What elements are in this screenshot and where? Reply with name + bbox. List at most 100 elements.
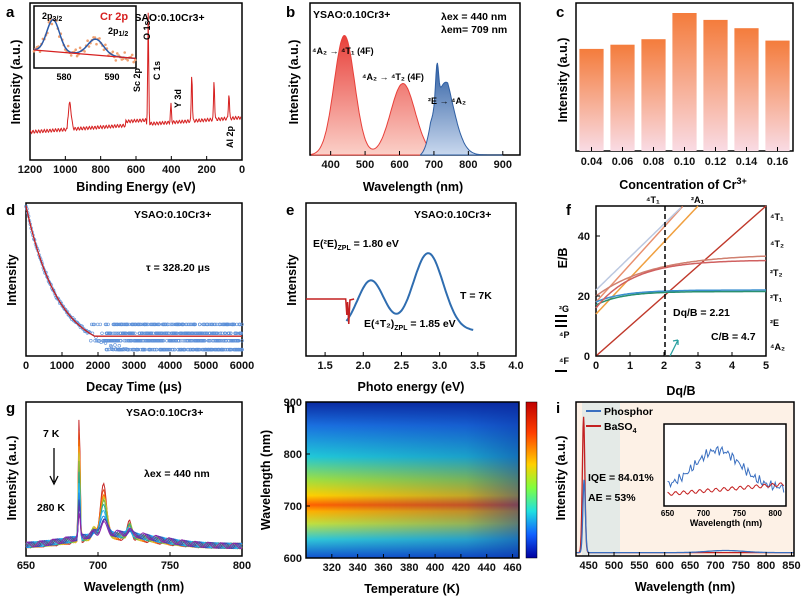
panel-d-point	[212, 331, 217, 335]
panel-d-point	[198, 322, 202, 327]
panel-d-point	[113, 343, 117, 347]
panel-f-tick: 1	[627, 360, 633, 372]
panel-a-inset-tick-590: 590	[104, 72, 119, 82]
panel-f-left-4f: ⁴F	[559, 356, 569, 366]
panel-d-tick: 1000	[50, 360, 74, 372]
panel-h-tick: 420	[452, 562, 470, 574]
panel-d-point	[139, 322, 143, 327]
panel-e-tick: 3.5	[470, 360, 485, 372]
panel-h-tick: 340	[348, 562, 366, 574]
panel-g-xticks: 650 700 750 800	[17, 552, 251, 572]
panel-d-point	[105, 347, 109, 352]
panel-f-frame	[595, 205, 767, 357]
panel-f-left-brackets	[555, 315, 567, 372]
panel-a-spectrum	[29, 12, 242, 135]
panel-b-param-em: λem= 709 nm	[441, 24, 507, 36]
panel-c-bar	[672, 13, 697, 151]
panel-i-inset-frame	[663, 423, 787, 507]
panel-e-tick: 1.5	[317, 360, 332, 372]
panel-f-curve-2t2	[595, 255, 767, 297]
panel-a-inset-point	[74, 48, 77, 51]
panel-f-ytick: 40	[578, 231, 590, 243]
panel-label-b: b	[286, 4, 295, 21]
panel-a-inset-point	[69, 54, 73, 57]
panel-a-inset-point	[75, 54, 79, 58]
panel-i-inset-phosphor	[667, 445, 785, 493]
panel-c-xlabel: Concentration of Cr3+	[619, 176, 747, 192]
panel-f-tick: 4	[729, 360, 736, 372]
panel-i-xticks: 450 500 550 600 650 700 750 800 850	[579, 552, 801, 572]
panel-label-e: e	[286, 202, 294, 219]
panel-g-curve	[25, 483, 243, 550]
panel-a-tick: 1200	[18, 164, 42, 176]
panel-a-inset-point	[95, 42, 98, 46]
panel-g-spectra	[25, 419, 243, 550]
panel-a-inset: Cr 2p 2p3/2 2p1/2 580 590	[32, 5, 137, 82]
panel-g-tick: 750	[161, 560, 179, 572]
panel-label-g: g	[6, 400, 15, 417]
panel-d-point	[177, 339, 181, 343]
panel-h-heat-fade	[306, 402, 519, 558]
panel-d-point	[149, 331, 154, 335]
panel-b-tick: 600	[390, 159, 408, 171]
panel-b-tick: 500	[356, 159, 374, 171]
panel-e-xlabel: Photo energy (eV)	[358, 380, 465, 394]
panel-c-tick: 0.04	[581, 156, 603, 168]
panel-a-inset-point	[87, 45, 91, 48]
panel-a-peak-label: C 1s	[152, 61, 162, 80]
panel-d-point	[104, 339, 109, 343]
panel-a-inset-point	[83, 50, 86, 53]
panel-d-point	[157, 322, 161, 327]
panel-d-point	[239, 331, 243, 335]
panel-h-tick: 460	[503, 562, 521, 574]
panel-a-xticks: 1200 1000 800 600 400 200 0	[18, 156, 245, 176]
panel-f-tick: 5	[763, 360, 769, 372]
panel-d-ylabel: Intensity	[5, 254, 19, 305]
panel-d-point	[213, 322, 217, 327]
panel-d-point	[170, 322, 174, 327]
panel-d-point	[165, 331, 169, 335]
panel-g-curve	[25, 430, 242, 550]
panel-b-tick: 400	[321, 159, 339, 171]
panel-a-ylabel: Intensity (a.u.)	[9, 40, 23, 125]
panel-d-point	[122, 339, 127, 343]
panel-h-tick: 320	[323, 562, 341, 574]
panel-g-frame	[25, 401, 243, 557]
panel-a-inset-point	[111, 50, 115, 54]
panel-d-point	[104, 322, 109, 327]
panel-a-inset-frame	[33, 5, 137, 69]
panel-i-inset-baso4	[667, 482, 785, 496]
panel-f-curve-4t2	[595, 205, 767, 357]
panel-e-excitation	[345, 252, 474, 331]
panel-e-label-2e: E(²E)ZPL = 1.80 eV	[313, 238, 399, 252]
panel-i-tick: 550	[630, 560, 648, 572]
panel-a-peak-labels: O 1s Sc 2p C 1s Y 3d Al 2p	[132, 20, 235, 148]
panel-d-point	[92, 322, 97, 327]
panel-h-ytick: 800	[284, 449, 302, 461]
panel-d-point	[117, 344, 122, 348]
panel-g-lambda: λex = 440 nm	[144, 468, 210, 480]
panel-d-point	[236, 339, 241, 343]
panel-d-point	[240, 347, 244, 352]
panel-c-bar	[734, 28, 759, 152]
panel-a-inset-baseline	[33, 49, 137, 59]
panel-c-bar	[703, 19, 728, 152]
panel-d-decay: 0 1000 2000 3000 4000 5000 6000 YSAO:0.10Cr3+ …	[5, 202, 254, 394]
panel-d-tick: 4000	[158, 360, 182, 372]
panel-a-inset-point	[116, 52, 119, 55]
panel-d-point	[153, 347, 157, 352]
panel-d-point	[144, 322, 148, 327]
panel-a-inset-point	[126, 59, 129, 62]
panel-d-point	[181, 339, 185, 343]
panel-e-frame	[305, 202, 517, 357]
panel-d-point	[161, 339, 166, 343]
panel-g-tick: 800	[233, 560, 251, 572]
panel-c-concentration: 0.04 0.06 0.08 0.10 0.12 0.14 0.16 Concentrati…	[556, 2, 794, 192]
panel-f-tick: 3	[695, 360, 701, 372]
panel-b-tick: 700	[425, 159, 443, 171]
panel-d-point	[190, 339, 194, 343]
panel-f-tick: 0	[593, 360, 599, 372]
panel-a-peak-label: Y 3d	[173, 89, 183, 108]
panel-e-label-4t2: E(⁴T₂)ZPL = 1.85 eV	[364, 318, 456, 332]
panel-f-curve-2t1	[595, 289, 766, 303]
